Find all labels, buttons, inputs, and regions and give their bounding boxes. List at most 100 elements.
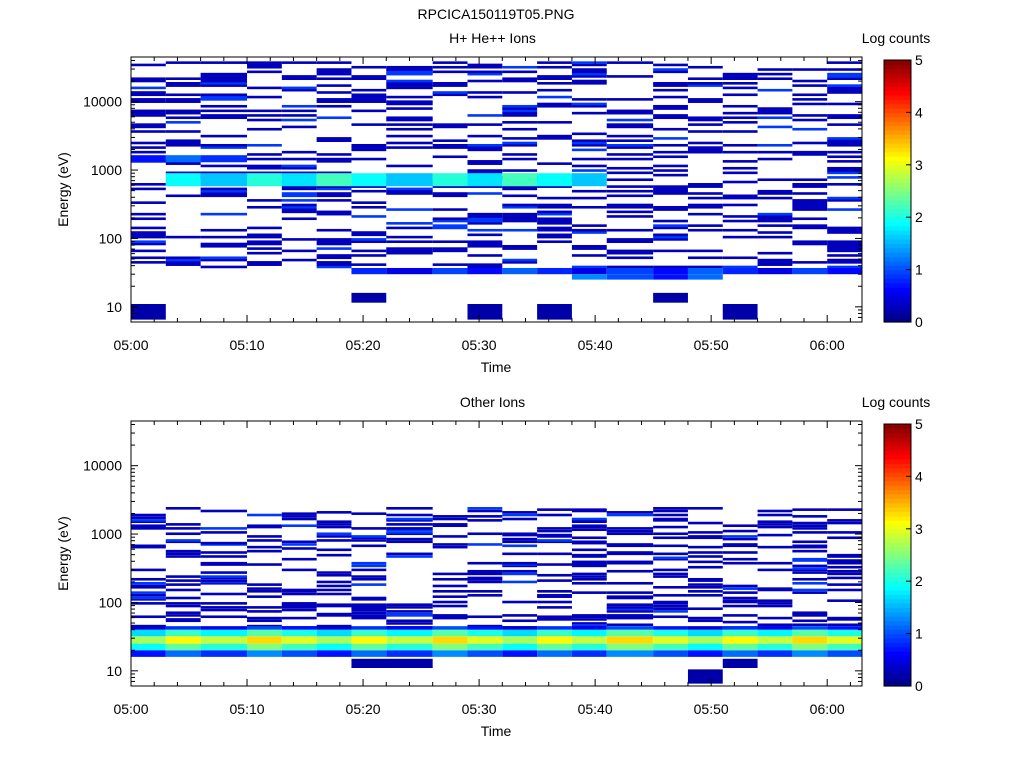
heatmap-cell [502, 600, 538, 604]
heatmap-cell [606, 551, 654, 554]
heatmap-cell [792, 118, 828, 122]
heatmap-cell [432, 208, 468, 211]
heatmap-cell [432, 615, 468, 619]
heatmap-cell [281, 194, 317, 198]
heatmap-cell [653, 615, 688, 619]
heatmap-cell [131, 594, 166, 597]
heatmap-cell [827, 242, 862, 246]
heatmap-cell [432, 155, 468, 159]
heatmap-band-cell [757, 636, 793, 644]
colorbar-swatch [884, 424, 911, 429]
heatmap-cell [537, 615, 572, 619]
heatmap-cell [386, 70, 433, 74]
heatmap-band-cell [165, 636, 201, 644]
heatmap-cell [200, 114, 248, 117]
heatmap-cell [792, 192, 828, 195]
heatmap-cell [571, 189, 607, 193]
heatmap-cell [792, 577, 828, 581]
heatmap-cell [606, 251, 654, 255]
heatmap-cell [351, 249, 387, 253]
colorbar-swatch [884, 138, 911, 144]
heatmap-cell [653, 155, 688, 159]
heatmap-cell [687, 148, 723, 152]
y-tick-label: 10 [106, 299, 122, 315]
heatmap-cell [827, 565, 862, 569]
heatmap-cell [571, 581, 607, 585]
heatmap-cell [131, 513, 166, 517]
heatmap-cell [827, 559, 862, 562]
heatmap-cell [467, 148, 503, 152]
heatmap-block [351, 292, 387, 303]
heatmap-cell [757, 178, 793, 182]
colorbar-swatch [884, 458, 911, 464]
colorbar-swatch [884, 304, 911, 310]
heatmap-cell [537, 600, 572, 604]
heatmap-band-cell [467, 636, 503, 644]
heatmap-cell [432, 543, 468, 546]
heatmap-cell [351, 608, 387, 612]
colorbar-swatch [884, 633, 911, 639]
heatmap-cell [131, 212, 166, 216]
heatmap-cell [467, 95, 503, 99]
colorbar-swatch [884, 511, 911, 517]
y-tick-label: 100 [99, 230, 123, 246]
heatmap-cell [281, 104, 317, 108]
heatmap-cell [571, 575, 607, 578]
heatmap-cell [247, 606, 282, 609]
heatmap-cell [653, 610, 688, 613]
heatmap-band-cell [757, 267, 793, 275]
heatmap-band-cell [537, 626, 572, 630]
heatmap-cell [827, 561, 862, 565]
colorbar-tick-label: 3 [915, 157, 923, 173]
heatmap-cell [432, 219, 468, 223]
heatmap-cell [432, 247, 468, 250]
heatmap-band-cell [537, 267, 572, 275]
heatmap-cell [432, 224, 468, 227]
colorbar-swatch [884, 221, 911, 227]
heatmap-cell [247, 240, 282, 244]
heatmap-cell [606, 203, 654, 207]
heatmap-cell [792, 564, 828, 568]
heatmap-cell [502, 228, 538, 232]
heatmap-cell [467, 70, 503, 74]
heatmap-band-cell [571, 643, 607, 651]
heatmap-cell [606, 153, 654, 156]
heatmap-cell [386, 240, 433, 244]
heatmap-cell [386, 141, 433, 145]
colorbar-swatch [884, 191, 911, 196]
heatmap-cell [467, 233, 503, 237]
heatmap-cell [351, 233, 387, 237]
heatmap-cell [571, 102, 607, 106]
heatmap-cell [687, 551, 723, 554]
heatmap-cell [165, 109, 201, 113]
heatmap-cell [247, 153, 282, 156]
x-axis-label: Time [481, 359, 512, 375]
heatmap-cell [316, 91, 352, 94]
heatmap-cell [502, 532, 538, 536]
colorbar-swatch [884, 134, 911, 140]
heatmap-band-cell [827, 650, 862, 657]
colorbar-swatch [884, 485, 911, 491]
heatmap-band-cell [386, 267, 433, 275]
colorbar-swatch [884, 537, 911, 543]
colorbar-frame [883, 423, 912, 687]
heatmap-cell [827, 560, 862, 564]
heatmap-cell [351, 615, 387, 619]
heatmap-cell [386, 622, 433, 625]
heatmap-cell [653, 585, 688, 589]
colorbar-swatch [884, 151, 911, 157]
heatmap-cell [386, 118, 433, 122]
colorbar-frame [883, 59, 912, 323]
heatmap-cell [571, 169, 607, 172]
colorbar-swatch [884, 659, 911, 665]
heatmap-cell [502, 247, 538, 250]
heatmap-cell [351, 596, 387, 600]
heatmap-cell [687, 130, 723, 133]
heatmap-cell [351, 148, 387, 152]
heatmap-cell [432, 125, 468, 129]
heatmap-cell [827, 616, 862, 620]
heatmap-cell [571, 244, 607, 248]
heatmap-cell [351, 614, 387, 617]
colorbar-swatch [884, 164, 911, 170]
